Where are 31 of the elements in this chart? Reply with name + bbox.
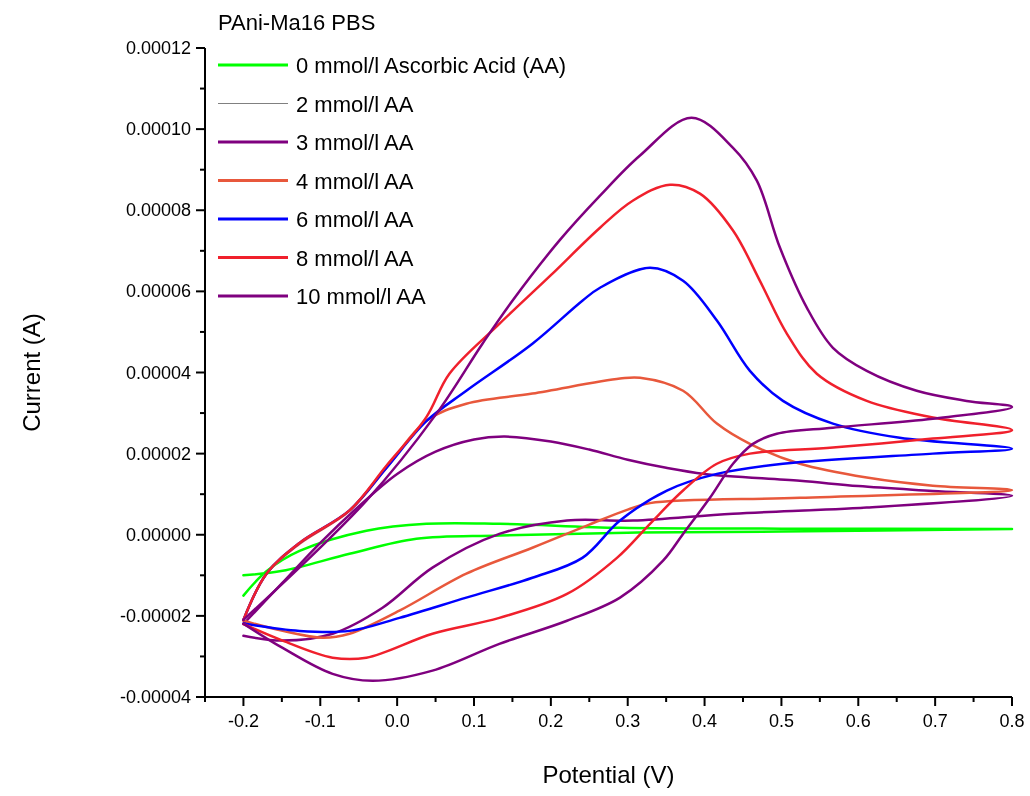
legend-title: PAni-Ma16 PBS [218,10,376,35]
line-series [242,521,1014,597]
x-tick-label: 0.6 [845,711,871,731]
y-tick-label: 0.00000 [125,524,191,545]
y-tick-label: 0.00004 [125,362,191,383]
y-tick-label: 0.00002 [125,443,191,464]
y-tick-label: 0.00008 [125,200,191,221]
y-tick-label: -0.00004 [119,687,191,707]
x-tick-label: 0.0 [384,711,410,731]
y-axis-title: Current (A) [18,313,45,432]
legend-label: 8 mmol/l AA [296,245,414,271]
x-tick-label: 0.7 [922,711,948,731]
y-tick-label: 0.00010 [125,119,191,140]
x-tick-label: 0.5 [768,711,794,731]
legend-label: 2 mmol/l AA [296,91,414,117]
x-tick-label: 0.3 [615,711,641,731]
x-tick-label: 0.4 [692,711,718,731]
x-axis-title: Potential (V) [542,761,675,788]
x-tick-label: 0.1 [461,711,487,731]
legend-label: 4 mmol/l AA [296,168,414,194]
x-tick-label: -0.1 [304,711,336,731]
x-tick-label: 0.2 [538,711,564,731]
y-tick-label: 0.00012 [125,38,191,58]
x-tick-label: -0.2 [227,711,259,731]
y-tick-label: -0.00002 [119,605,191,626]
legend-label: 6 mmol/l AA [296,207,414,232]
legend-label: 3 mmol/l AA [296,130,414,155]
legend-label: 10 mmol/l AA [296,284,426,309]
y-tick-label: 0.00006 [125,281,191,302]
legend-label: 0 mmol/l Ascorbic Acid (AA) [296,53,567,78]
x-tick-label: 0.8 [999,711,1025,731]
